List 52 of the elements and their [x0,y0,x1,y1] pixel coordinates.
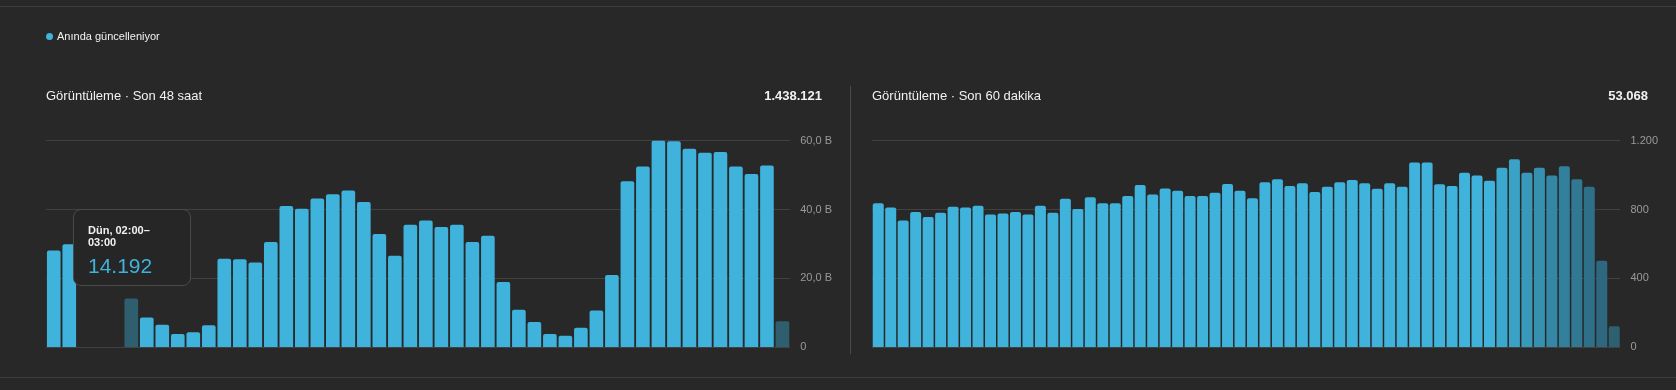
annotation: 14.192 [88,254,154,278]
bar [605,275,619,347]
y-tick-label: 60,0 B [800,133,833,146]
bar [620,181,635,347]
y-tick-label: 0 [800,340,807,353]
bar [450,224,464,347]
chart-subtitle: 1.438.121 [764,88,822,103]
bar [465,241,480,347]
bar [419,220,433,347]
bar [341,190,356,347]
y-tick-label: 400 [1630,271,1649,284]
bar [310,198,325,347]
bar [512,309,526,347]
annotation: Dün, 02:00–03:00 [88,224,151,248]
y-tick-label: 0 [1630,340,1637,353]
bar [403,224,418,347]
bar [760,165,774,347]
chart-title: Görüntüleme · Son 48 saat [46,88,203,103]
tooltip-box: Dün, 02:00–03:00 14.192 [73,209,191,286]
bar [698,152,712,347]
bar [295,208,309,347]
y-tick-label: 1.200 [1630,133,1658,146]
bar [667,141,681,347]
bar [574,327,588,347]
bar [589,310,604,347]
bar [1608,326,1620,347]
bar [372,234,387,347]
bar [496,281,511,347]
chart-subtitle: 53.068 [1608,88,1648,103]
bar [682,148,697,347]
bar [527,321,542,347]
chart-title: Görüntüleme · Son 60 dakika [872,88,1042,103]
text: Anında güncelleniyor [57,30,160,42]
bar [124,298,139,347]
bar [543,333,557,347]
bar [713,151,728,347]
bar [636,166,650,347]
bar [434,227,449,347]
bar [558,335,573,347]
y-tick-label: 20,0 B [800,271,833,284]
y-tick-label: 40,0 B [800,202,833,215]
bar [775,321,790,347]
bar [744,174,759,347]
y-tick-label: 800 [1630,202,1649,215]
bar [1496,167,1508,347]
bar [1234,190,1246,347]
bar [481,235,495,347]
bar [357,201,371,347]
bar [388,255,402,347]
bar [326,194,340,347]
bar [729,166,743,347]
bar [651,140,666,347]
